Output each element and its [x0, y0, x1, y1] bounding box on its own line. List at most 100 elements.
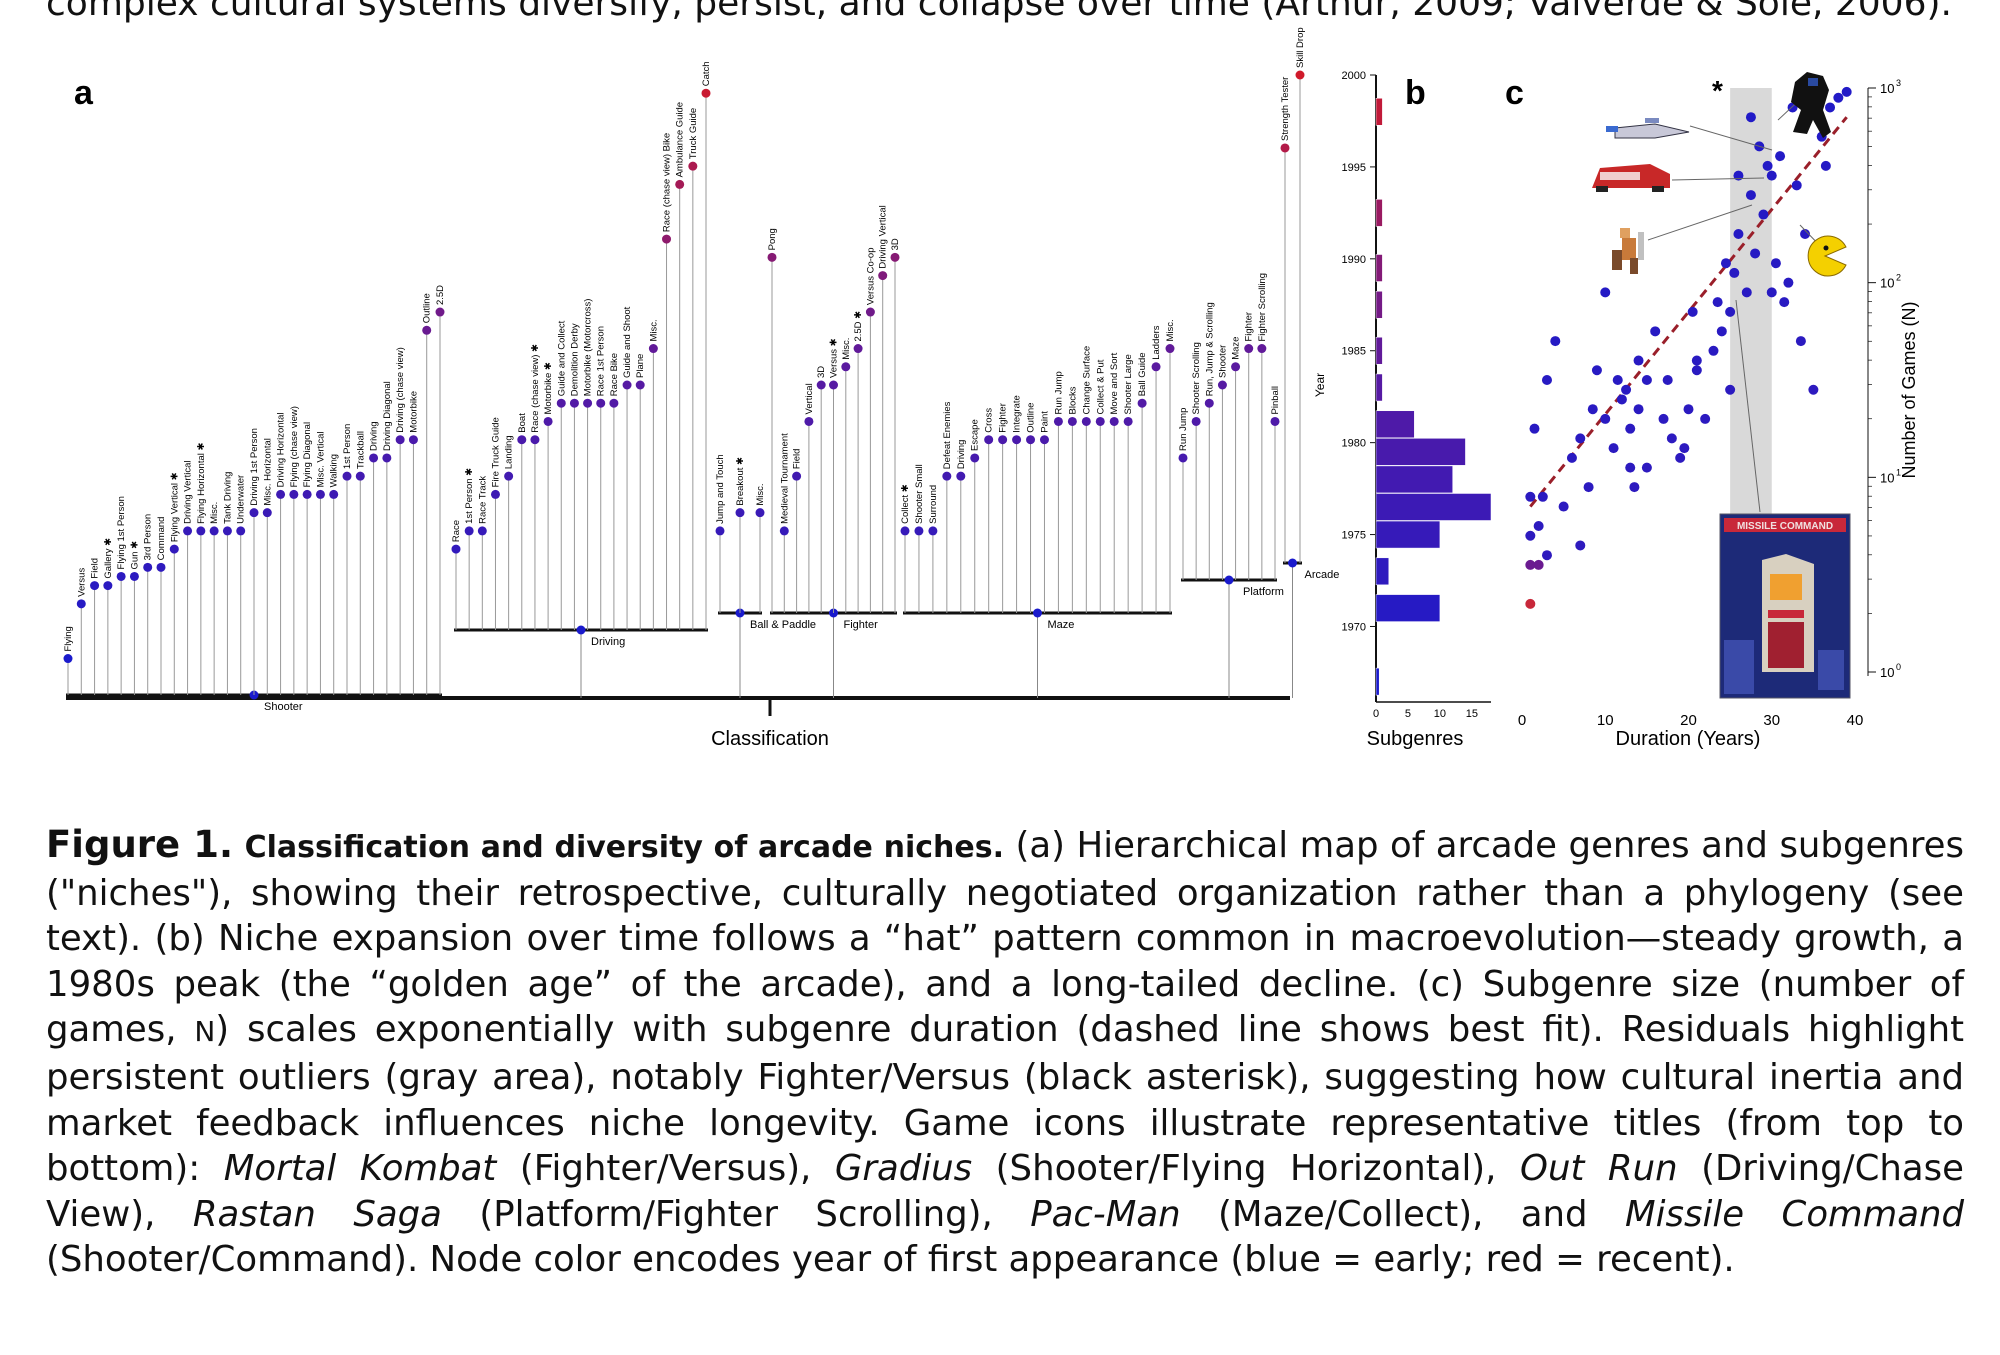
leaf-node [735, 508, 745, 518]
leaf-node [984, 435, 994, 445]
scatter-point [1591, 365, 1602, 376]
scatter-point [1533, 521, 1544, 531]
scatter-point [1820, 160, 1831, 171]
icon-leader-line [1647, 204, 1753, 241]
panel-b-y-tick-label: 1990 [1342, 254, 1366, 266]
panel-c-y-tick-exp: 3 [1896, 78, 1901, 88]
scatter-point [1770, 258, 1781, 269]
leaf-node [530, 435, 540, 445]
leaf-node [865, 307, 875, 317]
panel-letter-b: b [1405, 74, 1426, 112]
leaf-node [183, 526, 193, 536]
leaf-node [914, 526, 924, 536]
scatter-point [1729, 267, 1740, 278]
panel-b-y-tick-label: 1975 [1342, 530, 1366, 542]
scatter-point [1720, 258, 1731, 269]
leaf-label: Fighter [998, 403, 1009, 433]
panel-b-bar [1375, 98, 1383, 126]
leaf-node [792, 471, 802, 481]
panel-b-y-tick-label: 1980 [1342, 438, 1366, 450]
leaf-label: Versus Co-op [865, 247, 876, 305]
scatter-point [1600, 287, 1611, 298]
svg-text:MISSILE COMMAND: MISSILE COMMAND [1737, 521, 1833, 532]
title-rastan-saga: Rastan Saga [192, 1193, 442, 1235]
leaf-node [1053, 416, 1063, 426]
scatter-point [1725, 306, 1736, 317]
leaf-label: Driving [956, 440, 967, 470]
pac-man-icon [1807, 235, 1847, 277]
leaf-node [804, 416, 814, 426]
scatter-point [1833, 92, 1844, 103]
panel-b-x-tick-label: 5 [1405, 708, 1411, 720]
leaf-label: Misc. Vertical [315, 431, 326, 487]
leaf-node [276, 489, 286, 499]
panel-b-x-tick-label: 10 [1434, 708, 1446, 720]
figure-panels: a b c Shooter Flying Versus Field Gallery ✱ F… [63, 27, 1919, 750]
leaf-label: Guide and Shoot [622, 306, 633, 378]
leaf-label: Surround [928, 485, 939, 524]
leaf-node [569, 398, 579, 408]
scatter-point [1800, 229, 1811, 239]
leaf-node [622, 380, 632, 390]
panel-c-ylabel: Number of Games (N) [1899, 301, 1919, 478]
scatter-point [1537, 491, 1548, 502]
leaf-node [715, 526, 725, 536]
scatter-point [1608, 443, 1619, 454]
panel-b-ylabel: Year [1313, 373, 1327, 397]
leaf-label: Fighter Scrolling [1257, 273, 1268, 342]
leaf-label: Integrate [1012, 395, 1023, 432]
leaf-label: Plane [635, 354, 646, 378]
group-label: Arcade [1305, 569, 1340, 581]
panel-c-x-tick-label: 10 [1597, 712, 1614, 729]
leaf-node [1191, 416, 1201, 426]
caption-text-1: (a) Hierarchical map of arcade genres an… [46, 825, 1964, 1051]
caption-text-6: (Platform/Fighter Scrolling), [441, 1193, 1031, 1235]
title-pac-man: Pac-Man [1030, 1193, 1181, 1235]
figure-caption: Figure 1. Classification and diversity o… [46, 822, 1964, 1283]
leaf-label: Outline [422, 293, 433, 323]
leaf-node [1270, 416, 1280, 426]
leaf-label: Driving Horizontal [276, 412, 287, 487]
scatter-point [1687, 306, 1698, 317]
leaf-label: Defeat Enemies [942, 401, 953, 469]
panel-b-bar [1375, 291, 1383, 319]
scatter-point [1708, 345, 1719, 356]
panel-c-x-tick-label: 40 [1847, 712, 1864, 729]
leaf-label: Race Bike [609, 353, 620, 396]
leaf-label: Driving (chase view) [395, 347, 406, 433]
group-label: Driving [591, 636, 625, 648]
leaf-node [209, 526, 219, 536]
scatter-point [1733, 229, 1744, 239]
leaf-label: Gun ✱ [129, 541, 140, 570]
icon-leader-line [1735, 299, 1761, 513]
leaf-label: Misc. Horizontal [262, 438, 273, 506]
leaf-node [1039, 435, 1049, 445]
leaf-label: Pong [767, 228, 778, 250]
leaf-node [408, 435, 418, 445]
panel-b-xlabel: Subgenres [1367, 728, 1464, 750]
leaf-label: 1st Person ✱ [464, 468, 475, 524]
mortal-kombat-icon [1791, 72, 1831, 138]
leaf-node [169, 544, 179, 554]
leaf-node [1151, 362, 1161, 372]
leaf-label: Driving Vertical [878, 205, 889, 268]
leaf-node [767, 252, 777, 262]
group-label: Shooter [264, 701, 303, 713]
leaf-label: Run, Jump & Scrolling [1204, 302, 1215, 396]
leaf-node [609, 398, 619, 408]
leaf-label: Ambulance Guide [675, 102, 686, 178]
leaf-label: Field [90, 558, 101, 579]
leaf-node [63, 654, 73, 664]
leaf-node [878, 271, 888, 281]
scatter-point [1550, 336, 1561, 347]
scatter-point [1612, 375, 1623, 385]
leaf-label: Move and Sort [1109, 352, 1120, 414]
leaf-node [543, 416, 553, 426]
scatter-point [1641, 375, 1652, 385]
leaf-label: Fire Truck Guide [490, 417, 501, 487]
scatter-point [1783, 277, 1794, 288]
leaf-label: Outline [1026, 403, 1037, 433]
scatter-point [1775, 151, 1786, 162]
leaf-label: 2.5D [435, 285, 446, 305]
leaf-node [1081, 416, 1091, 426]
